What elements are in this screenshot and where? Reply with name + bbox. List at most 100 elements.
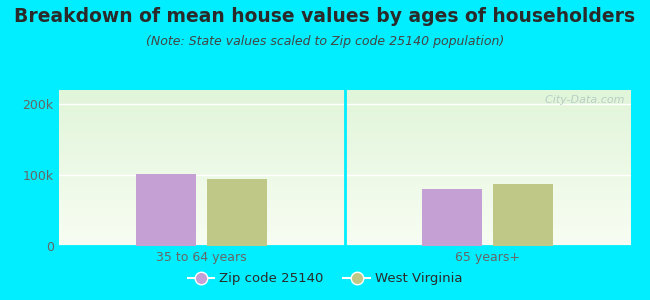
Bar xyxy=(58,220,630,221)
Bar xyxy=(58,118,630,119)
Bar xyxy=(58,230,630,231)
Bar xyxy=(58,147,630,148)
Bar xyxy=(58,90,630,91)
Bar xyxy=(58,190,630,191)
Bar xyxy=(58,242,630,243)
Text: Breakdown of mean house values by ages of householders: Breakdown of mean house values by ages o… xyxy=(14,8,636,26)
Bar xyxy=(58,164,630,165)
Bar xyxy=(58,135,630,136)
Text: (Note: State values scaled to Zip code 25140 population): (Note: State values scaled to Zip code 2… xyxy=(146,34,504,47)
Bar xyxy=(58,115,630,116)
Bar xyxy=(58,93,630,94)
Bar xyxy=(58,175,630,176)
Bar xyxy=(58,199,630,200)
Bar xyxy=(58,112,630,113)
Bar xyxy=(58,237,630,238)
Bar xyxy=(58,171,630,172)
Text: City-Data.com: City-Data.com xyxy=(538,95,625,105)
Bar xyxy=(58,122,630,123)
Bar xyxy=(58,121,630,122)
Bar xyxy=(58,144,630,145)
Bar xyxy=(58,140,630,141)
Bar xyxy=(58,176,630,177)
Bar xyxy=(58,193,630,194)
Bar xyxy=(58,99,630,100)
Bar xyxy=(58,161,630,162)
Bar xyxy=(58,97,630,98)
Bar xyxy=(58,100,630,101)
Bar xyxy=(58,148,630,149)
Bar xyxy=(58,159,630,160)
Bar xyxy=(58,235,630,236)
Bar xyxy=(58,142,630,143)
Bar xyxy=(58,198,630,199)
Bar xyxy=(58,168,630,169)
Bar xyxy=(58,117,630,118)
Bar xyxy=(58,104,630,105)
Bar xyxy=(58,165,630,166)
Bar xyxy=(58,219,630,220)
Bar xyxy=(58,172,630,173)
Bar xyxy=(58,178,630,179)
Bar xyxy=(58,243,630,244)
Bar xyxy=(58,192,630,193)
Bar xyxy=(58,111,630,112)
Bar xyxy=(58,143,630,144)
Bar xyxy=(58,222,630,223)
Bar xyxy=(58,187,630,188)
Bar xyxy=(58,241,630,242)
Bar xyxy=(58,103,630,104)
Bar xyxy=(58,186,630,187)
Bar xyxy=(58,183,630,184)
Bar xyxy=(58,185,630,186)
Bar xyxy=(58,123,630,124)
Bar xyxy=(58,160,630,161)
Bar xyxy=(58,240,630,241)
Bar xyxy=(58,154,630,155)
Bar xyxy=(58,232,630,233)
Bar xyxy=(58,180,630,181)
Bar xyxy=(58,216,630,217)
Bar xyxy=(58,145,630,146)
Bar xyxy=(58,211,630,212)
Bar xyxy=(58,125,630,126)
Bar xyxy=(58,204,630,205)
Bar xyxy=(58,200,630,201)
Bar xyxy=(58,245,630,246)
Bar xyxy=(58,151,630,152)
Bar xyxy=(58,138,630,139)
Bar xyxy=(58,213,630,214)
Bar xyxy=(58,238,630,239)
Bar xyxy=(58,156,630,157)
Bar xyxy=(58,182,630,183)
Bar xyxy=(58,108,630,109)
Bar xyxy=(58,221,630,222)
Bar xyxy=(58,218,630,219)
Bar xyxy=(58,127,630,128)
Bar xyxy=(58,98,630,99)
Bar xyxy=(58,141,630,142)
Bar xyxy=(58,206,630,207)
Bar xyxy=(58,137,630,138)
Bar xyxy=(58,217,630,218)
Bar xyxy=(58,207,630,208)
Bar xyxy=(422,189,482,246)
Bar xyxy=(58,214,630,215)
Bar xyxy=(58,189,630,190)
Bar xyxy=(58,196,630,197)
Bar xyxy=(493,184,553,246)
Bar xyxy=(58,201,630,202)
Bar xyxy=(58,194,630,195)
Bar xyxy=(58,173,630,174)
Bar xyxy=(58,228,630,229)
Bar xyxy=(58,225,630,226)
Bar xyxy=(58,114,630,115)
Bar xyxy=(58,162,630,163)
Bar xyxy=(58,191,630,192)
Bar xyxy=(58,163,630,164)
Bar xyxy=(58,107,630,108)
Bar xyxy=(58,239,630,240)
Bar xyxy=(58,95,630,96)
Bar xyxy=(58,134,630,135)
Bar xyxy=(58,226,630,227)
